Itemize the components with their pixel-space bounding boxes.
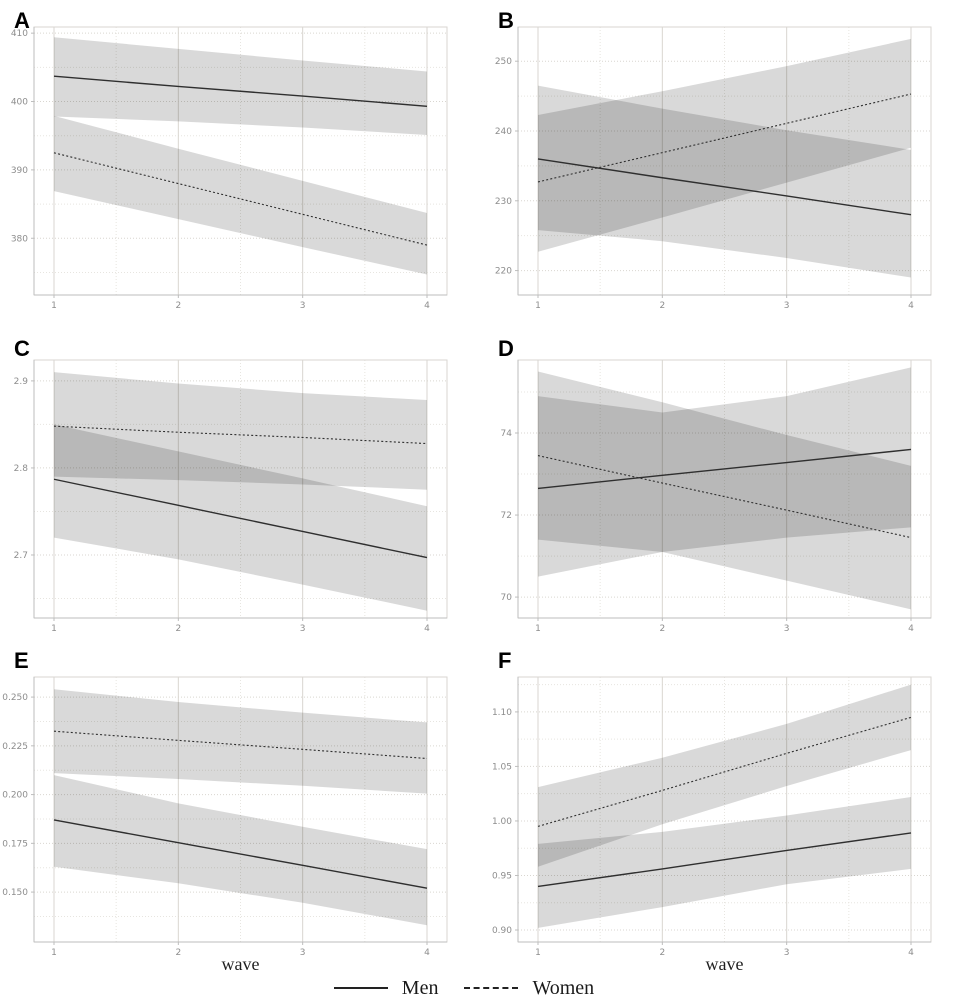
panel-f-label: F	[498, 648, 512, 673]
svg-text:3: 3	[784, 624, 790, 634]
svg-text:380: 380	[11, 234, 28, 244]
svg-text:72: 72	[501, 511, 512, 521]
legend-label-women: Women	[532, 976, 595, 999]
svg-text:1.00: 1.00	[492, 817, 512, 827]
chart-f: 0.90 0.95 1.00 1.05 1.10 1 2 3 4 wave	[492, 676, 932, 974]
svg-text:4: 4	[424, 301, 430, 311]
svg-text:wave: wave	[706, 954, 744, 974]
legend-label-men: Men	[401, 976, 439, 999]
legend-item-women: Women	[464, 977, 594, 1000]
panel-e-label: E	[14, 648, 30, 673]
svg-text:2: 2	[175, 624, 181, 634]
svg-text:2.7: 2.7	[14, 551, 28, 561]
svg-text:2: 2	[659, 624, 665, 634]
svg-text:1.10: 1.10	[492, 708, 512, 718]
svg-text:250: 250	[495, 57, 512, 67]
svg-text:4: 4	[908, 624, 914, 634]
svg-text:3: 3	[784, 948, 790, 958]
panel-grid: A 380 390 400 410 1 2 3 4 B 220 230 240 250 1 2 3 4 C …	[0, 0, 968, 975]
svg-text:0.150: 0.150	[2, 888, 28, 898]
chart-a: 380 390 400 410 1 2 3 4	[11, 26, 448, 311]
panel-d: D 70 72 74 1 2 3 4	[484, 320, 968, 640]
svg-text:390: 390	[11, 166, 28, 176]
men-line-sample-icon	[333, 987, 388, 989]
panel-d-label: D	[498, 336, 515, 361]
svg-text:230: 230	[495, 197, 512, 207]
svg-text:wave: wave	[222, 954, 260, 974]
svg-text:4: 4	[424, 948, 430, 958]
panel-a-label: A	[14, 8, 31, 33]
svg-text:3: 3	[300, 301, 306, 311]
panel-e: E 0.150 0.175 0.200 0.225 0.250 1 2 3 4 wave	[0, 640, 484, 975]
legend: Men Women	[0, 975, 948, 1001]
svg-text:1: 1	[51, 301, 57, 311]
svg-text:2.9: 2.9	[14, 377, 29, 387]
svg-text:74: 74	[501, 429, 513, 439]
chart-c: 2.7 2.8 2.9 1 2 3 4	[14, 359, 448, 634]
svg-text:0.175: 0.175	[2, 839, 28, 849]
svg-text:0.250: 0.250	[2, 693, 28, 703]
svg-text:220: 220	[495, 267, 512, 277]
svg-text:2: 2	[175, 948, 181, 958]
svg-text:70: 70	[501, 593, 513, 603]
svg-text:4: 4	[424, 624, 430, 634]
chart-d: 70 72 74 1 2 3 4	[501, 359, 932, 634]
svg-text:3: 3	[300, 948, 306, 958]
svg-text:1: 1	[535, 624, 541, 634]
svg-text:1.05: 1.05	[492, 762, 512, 772]
svg-text:2: 2	[659, 301, 665, 311]
panel-b: B 220 230 240 250 1 2 3 4	[484, 0, 968, 320]
svg-text:1: 1	[51, 624, 57, 634]
svg-text:3: 3	[300, 624, 306, 634]
panel-c: C 2.7 2.8 2.9 1 2 3 4	[0, 320, 484, 640]
svg-text:3: 3	[784, 301, 790, 311]
svg-text:2: 2	[659, 948, 665, 958]
panel-f: F 0.90 0.95 1.00 1.05 1.10 1 2 3 4 wave	[484, 640, 968, 975]
svg-text:1: 1	[51, 948, 57, 958]
panel-c-label: C	[14, 336, 31, 361]
svg-text:0.225: 0.225	[2, 742, 28, 752]
svg-text:0.200: 0.200	[2, 791, 28, 801]
svg-text:2: 2	[175, 301, 181, 311]
women-line-sample-icon	[464, 987, 519, 989]
chart-e: 0.150 0.175 0.200 0.225 0.250 1 2 3 4 wave	[2, 676, 448, 974]
svg-text:0.90: 0.90	[492, 926, 512, 936]
svg-text:400: 400	[11, 98, 28, 108]
svg-text:240: 240	[495, 127, 512, 137]
svg-text:410: 410	[11, 29, 28, 39]
svg-text:0.95: 0.95	[492, 871, 512, 881]
svg-text:1: 1	[535, 301, 541, 311]
chart-b: 220 230 240 250 1 2 3 4	[495, 26, 932, 311]
panel-b-label: B	[498, 8, 515, 33]
svg-text:4: 4	[908, 948, 914, 958]
svg-text:1: 1	[535, 948, 541, 958]
svg-text:4: 4	[908, 301, 914, 311]
panel-a: A 380 390 400 410 1 2 3 4	[0, 0, 484, 320]
svg-text:2.8: 2.8	[14, 464, 29, 474]
legend-item-men: Men	[333, 976, 439, 1000]
